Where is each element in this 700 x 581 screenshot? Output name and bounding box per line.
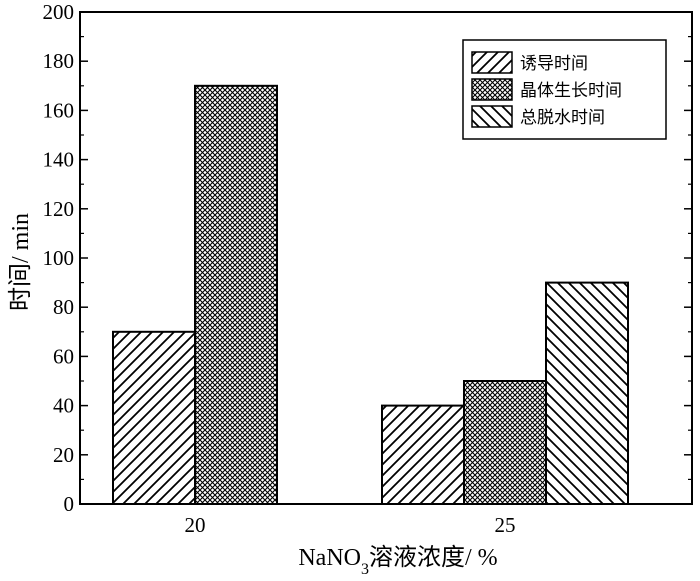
y-tick-label: 200	[43, 0, 75, 24]
y-tick-label: 80	[53, 295, 74, 319]
x-tick-label: 20	[185, 513, 206, 537]
x-axis-title-suffix: 溶液浓度/ %	[369, 544, 498, 571]
y-tick-label: 60	[53, 344, 74, 368]
y-tick-label: 0	[64, 492, 75, 516]
y-axis-title: 时间/ min	[7, 213, 34, 311]
x-axis-title-subscript: 3	[361, 561, 369, 578]
x-tick-label: 25	[495, 513, 516, 537]
bar-20-series-0	[112, 330, 196, 505]
y-tick-label: 40	[53, 394, 74, 418]
y-tick-label: 120	[43, 197, 75, 221]
x-axis-title: NaNO3溶液浓度/ %	[298, 544, 497, 578]
y-tick-label: 140	[43, 148, 75, 172]
legend-swatch-0	[471, 51, 513, 74]
y-tick-label: 180	[43, 49, 75, 73]
bar-20-series-1	[194, 84, 278, 506]
legend-label-0: 诱导时间	[520, 54, 588, 74]
y-axis-ticks: 0 20 40 60 80 100 120 140 160 180 200	[43, 0, 692, 516]
legend-label-1: 晶体生长时间	[520, 81, 622, 101]
bar-25-series-2	[545, 281, 629, 505]
y-tick-label: 20	[53, 443, 74, 467]
bar-25-series-0	[381, 404, 465, 506]
y-tick-label: 100	[43, 246, 75, 270]
legend-label-2: 总脱水时间	[520, 108, 605, 128]
x-axis-title-prefix: NaNO	[298, 545, 361, 571]
bars	[112, 84, 629, 506]
y-tick-label: 160	[43, 98, 75, 122]
legend-swatch-2	[471, 105, 513, 128]
legend-swatch-1	[471, 78, 513, 101]
bar-25-series-1	[463, 380, 547, 505]
